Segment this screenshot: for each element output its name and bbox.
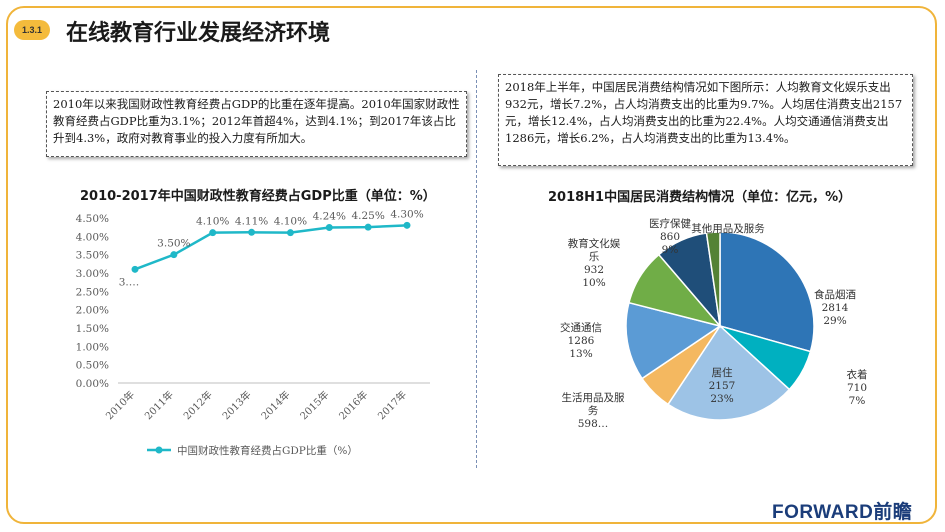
slice-label: 交通通信 1286 13% [560,321,602,360]
y-tick-label: 2.00% [76,305,109,317]
data-label: 4.10% [274,216,307,228]
pie-slice [667,324,791,421]
x-tick-label: 2016年 [336,388,370,422]
line-chart: 0.00% 0.50% 1.00% 1.50% 2.00% 2.50% 3.00% 3.50%… [76,208,430,457]
slice-label: 衣着 710 7% [847,368,868,407]
legend-label: 中国财政性教育经费占GDP比重（%） [177,444,358,457]
slice-label: 食品烟酒 2814 29% [814,288,856,327]
data-label: 3.50% [157,238,190,250]
y-tick-label: 0.50% [76,360,109,372]
x-tick-label: 2015年 [297,388,331,422]
data-point [286,229,294,237]
data-point [131,265,139,273]
y-tick-label: 1.00% [76,341,109,353]
x-tick-label: 2012年 [181,388,215,422]
slice-label: 其他用品及服务 [691,222,765,235]
pie-slice [705,231,721,327]
slide-frame [6,6,937,524]
y-tick-label: 0.00% [76,378,109,390]
right-description: 2018年上半年，中国居民消费结构情况如下图所示：人均教育文化娱乐支出932元，… [498,74,913,166]
series-line [134,224,408,271]
pie-chart: 食品烟酒 2814 29% 衣着 710 7% 居住 2157 23% 生活用品及服务 598… 交通… [560,217,868,430]
pie-slice [625,301,722,380]
column-divider [476,70,477,468]
data-point [403,221,411,229]
x-tick-label: 2014年 [258,388,292,422]
y-tick-label: 1.50% [76,323,109,335]
x-tick-label: 2013年 [219,388,253,422]
slice-label: 居住 2157 23% [709,366,736,405]
slice-label: 医疗保健 860 9% [649,217,691,256]
line-chart-title: 2010-2017年中国财政性教育经费占GDP比重（单位：%） [80,189,436,204]
y-tick-label: 3.00% [76,268,109,280]
x-tick-label: 2010年 [103,388,137,422]
y-tick-label: 4.50% [76,213,109,225]
pie-slice [719,231,815,353]
data-label: 4.30% [390,208,423,220]
data-label: 4.24% [313,211,346,223]
x-tick-label: 2017年 [375,388,409,422]
pie-chart-title: 2018H1中国居民消费结构情况（单位：亿元，%） [548,190,852,205]
data-point [364,223,372,231]
y-tick-label: 2.50% [76,286,109,298]
brand-logo: FORWARD前瞻 [772,502,913,523]
x-tick-label: 2011年 [142,388,176,422]
data-point [170,251,178,259]
left-description: 2010年以来我国财政性教育经费占GDP的比重在逐年提高。2010年国家财政性教… [46,91,467,157]
data-point [248,228,256,236]
page-title: 在线教育行业发展经济环境 [66,21,331,46]
data-label: 3.… [119,276,140,288]
data-point [209,229,217,237]
y-tick-label: 3.50% [76,250,109,262]
data-label: 4.25% [351,210,384,222]
slice-label: 教育文化娱乐 932 10% [568,237,621,289]
slice-label: 生活用品及服务 598… [562,391,625,430]
section-badge: 1.3.1 [14,20,50,40]
data-label: 4.11% [235,215,268,227]
y-tick-label: 4.00% [76,231,109,243]
legend-marker [155,446,163,454]
data-label: 4.10% [196,216,229,228]
data-point [325,224,333,232]
